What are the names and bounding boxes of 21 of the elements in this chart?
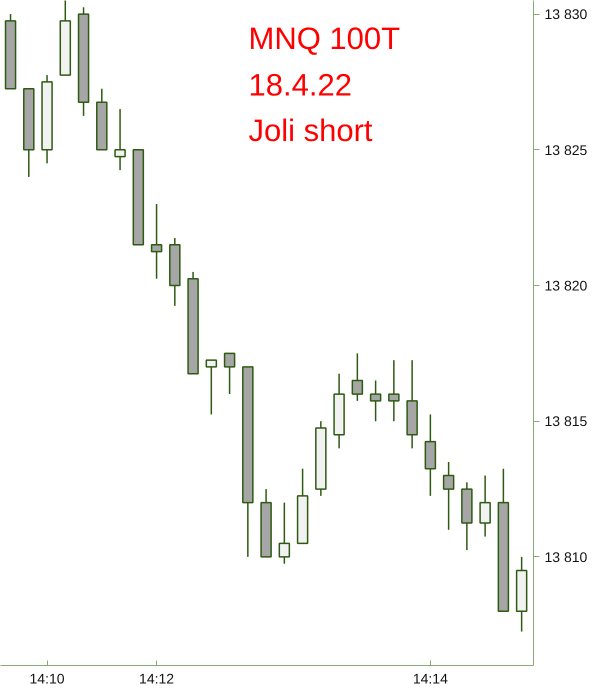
x-tick-label: 14:12	[139, 670, 174, 686]
annotation: MNQ 100T	[248, 21, 400, 56]
candlestick	[442, 461, 454, 531]
y-tick-label: 13 820	[544, 278, 588, 294]
candlestick	[114, 108, 126, 171]
candlestick	[206, 359, 218, 416]
y-tick-label: 13 810	[544, 548, 588, 565]
y-tick-label: 13 830	[544, 6, 588, 22]
annotation: Joli short	[248, 113, 373, 148]
x-tick-label: 14:14	[412, 670, 448, 686]
y-tick-label: 13 815	[544, 413, 588, 430]
candlestick	[278, 502, 290, 564]
candlestick	[352, 352, 364, 402]
candlestick	[370, 380, 382, 422]
candlestick	[224, 352, 236, 395]
x-tick-label: 14:10	[30, 670, 65, 686]
candlestick	[388, 359, 400, 422]
annotation: 18.4.22	[248, 68, 352, 102]
candlestick	[479, 474, 491, 538]
y-tick-label: 13 825	[544, 142, 588, 158]
candlestick	[150, 203, 162, 280]
